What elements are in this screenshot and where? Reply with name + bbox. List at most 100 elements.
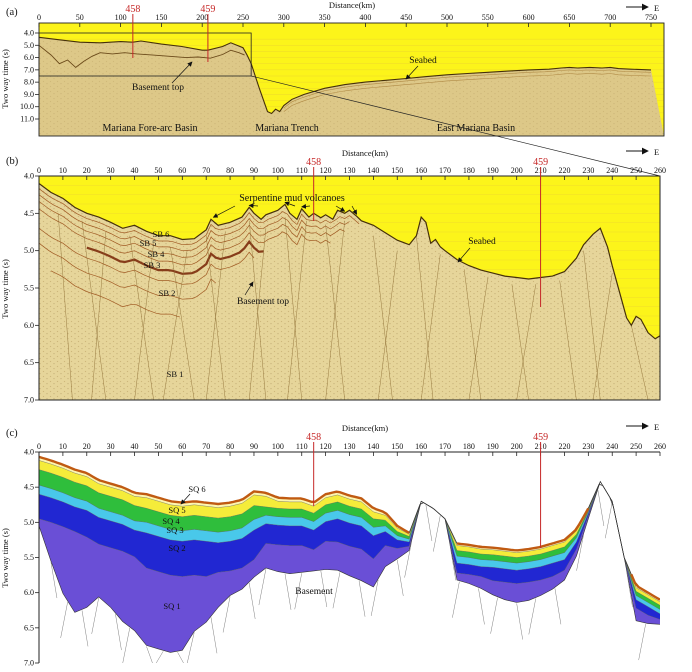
panel-c-sq3-label: SQ 3 bbox=[166, 525, 183, 535]
fault-line bbox=[248, 582, 256, 620]
x-tick-label: 120 bbox=[320, 166, 332, 175]
fault-line bbox=[91, 597, 99, 634]
panel-b-axis-title: Distance(km) bbox=[342, 148, 388, 158]
x-tick-label: 220 bbox=[558, 166, 570, 175]
x-tick-label: 50 bbox=[154, 166, 162, 175]
serpentine-mud-volcano-arrow bbox=[284, 201, 296, 207]
x-tick-label: 0 bbox=[37, 166, 41, 175]
x-tick-label: 170 bbox=[439, 442, 451, 451]
fault-line bbox=[511, 284, 529, 400]
x-tick-label: 130 bbox=[344, 166, 356, 175]
serpentine-mud-volcano-arrow bbox=[335, 205, 346, 212]
x-tick-label: 100 bbox=[272, 442, 284, 451]
fault-line bbox=[490, 597, 498, 634]
fault-line bbox=[320, 570, 328, 608]
fault-line bbox=[373, 235, 393, 400]
x-tick-label: 60 bbox=[178, 442, 186, 451]
fault-line bbox=[284, 573, 292, 610]
y-tick-label: 5.5 bbox=[24, 553, 34, 562]
fault-line bbox=[115, 614, 122, 651]
x-tick-label: 450 bbox=[400, 13, 412, 22]
x-tick-label: 120 bbox=[320, 442, 332, 451]
y-tick-label: 10.0 bbox=[20, 102, 34, 111]
panel-a-forearc-basin-label: Mariana Fore-arc Basin bbox=[103, 123, 198, 134]
fault-line bbox=[592, 273, 613, 400]
x-tick-label: 250 bbox=[630, 442, 642, 451]
y-tick-label: 6.0 bbox=[24, 321, 34, 330]
x-tick-label: 0 bbox=[37, 442, 41, 451]
x-tick-label: 40 bbox=[131, 442, 139, 451]
fault-line bbox=[187, 632, 195, 664]
panel-b-sb4-label: SB 4 bbox=[148, 249, 166, 259]
y-tick-label: 6.5 bbox=[24, 623, 34, 632]
y-tick-label: 4.5 bbox=[24, 483, 34, 492]
panel-a-y-label: Two way time (s) bbox=[0, 49, 10, 109]
fault-line bbox=[129, 235, 154, 400]
x-tick-label: 160 bbox=[415, 442, 427, 451]
panel-c-sq5-label: SQ 5 bbox=[168, 505, 185, 515]
x-tick-label: 170 bbox=[439, 166, 451, 175]
fault-line bbox=[370, 579, 379, 616]
fault-line bbox=[516, 603, 523, 640]
x-tick-label: 80 bbox=[226, 442, 234, 451]
fault-line bbox=[134, 243, 154, 400]
fault-line bbox=[404, 541, 412, 578]
x-tick-label: 650 bbox=[563, 13, 575, 22]
x-tick-label: 180 bbox=[463, 442, 475, 451]
panel-b-tag: (b) bbox=[6, 156, 19, 167]
panel-b-plot: 0 10 20 30 40 50 60 70 80 90 100 110 120 130 140 150 160… bbox=[24, 147, 666, 405]
panel-a-trench-label: Mariana Trench bbox=[255, 123, 319, 134]
basement-outcrop-outline bbox=[408, 502, 458, 544]
x-tick-label: 240 bbox=[606, 166, 618, 175]
x-tick-label: 70 bbox=[202, 166, 210, 175]
fault-line bbox=[452, 581, 460, 618]
panel-a-east-label: E bbox=[654, 3, 659, 13]
fault-line bbox=[516, 284, 537, 400]
fault-line bbox=[294, 573, 302, 610]
basement-top-arrow bbox=[244, 281, 254, 296]
panel-b-sb3-label: SB 3 bbox=[144, 260, 161, 270]
y-tick-label: 4.0 bbox=[24, 448, 34, 457]
seabed-line bbox=[39, 455, 410, 534]
x-tick-label: 230 bbox=[582, 442, 594, 451]
x-tick-label: 260 bbox=[654, 442, 666, 451]
x-tick-label: 700 bbox=[604, 13, 616, 22]
fault-line bbox=[287, 220, 307, 400]
x-tick-label: 130 bbox=[344, 442, 356, 451]
fault-line bbox=[425, 505, 433, 542]
panel-c-clipped bbox=[39, 455, 660, 664]
panel-b-sb6-label: SB 6 bbox=[153, 229, 170, 239]
sequence-fill-sq1 bbox=[39, 481, 660, 653]
fault-line bbox=[205, 231, 226, 400]
x-tick-label: 190 bbox=[487, 442, 499, 451]
fault-line bbox=[91, 231, 107, 400]
x-tick-label: 150 bbox=[391, 442, 403, 451]
basement-top-line bbox=[39, 44, 245, 68]
x-tick-label: 230 bbox=[582, 166, 594, 175]
x-tick-label: 600 bbox=[523, 13, 535, 22]
fault-line bbox=[554, 588, 562, 625]
fault-line bbox=[583, 250, 601, 400]
fault-line bbox=[258, 569, 267, 606]
fault-line bbox=[420, 254, 441, 400]
fault-line bbox=[626, 571, 633, 608]
y-tick-label: 7.0 bbox=[24, 659, 34, 668]
panel-a-tag: (a) bbox=[6, 7, 18, 18]
panel-a-basement-top-label: Basement top bbox=[132, 83, 184, 93]
panel-b-serpentine-label: Serpentine mud volcanoes bbox=[239, 193, 345, 204]
panel-c-basement-label: Basement bbox=[295, 587, 333, 597]
panel-a-clipped bbox=[39, 23, 664, 136]
panel-b-east-label: E bbox=[654, 147, 659, 157]
x-tick-label: 90 bbox=[250, 442, 258, 451]
fault-line bbox=[397, 559, 404, 596]
stratum-reflector bbox=[39, 188, 360, 246]
x-tick-label: 110 bbox=[296, 166, 308, 175]
panel-b-sb2-label: SB 2 bbox=[159, 288, 176, 298]
serpentine-mud-volcano-arrow bbox=[248, 203, 259, 209]
well-marker-label-458: 458 bbox=[306, 157, 321, 168]
x-tick-label: 250 bbox=[237, 13, 249, 22]
y-tick-label: 5.0 bbox=[24, 246, 34, 255]
y-tick-label: 7.0 bbox=[24, 396, 34, 405]
sequence-boundary-b5 bbox=[39, 469, 660, 606]
